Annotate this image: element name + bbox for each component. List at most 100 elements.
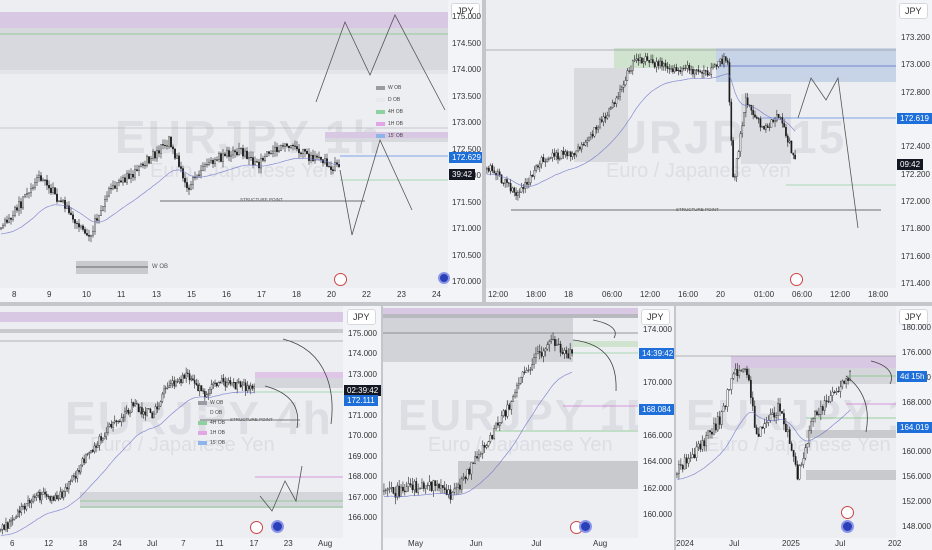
chart-pane-15m[interactable]: EURJPY 15 Euro / Japanese Yen JPY 173.20…	[486, 0, 932, 302]
candle	[68, 480, 70, 490]
candle	[78, 470, 80, 473]
chart-pane-4h[interactable]: EURJPY 4h Euro / Japanese Yen JPY 175.00…	[0, 306, 381, 550]
x-tick-label: 23	[397, 290, 406, 299]
candle	[5, 522, 7, 530]
candle	[537, 165, 539, 168]
time-axis[interactable]	[0, 538, 381, 550]
candle	[32, 496, 34, 502]
price-plot	[383, 308, 638, 505]
candle	[144, 411, 147, 416]
candle	[695, 446, 698, 458]
lightning-icon[interactable]	[841, 506, 854, 519]
candle	[686, 64, 689, 69]
candle	[182, 168, 184, 179]
candle	[657, 61, 660, 66]
time-axis[interactable]	[676, 538, 932, 550]
candle	[59, 491, 62, 499]
candle	[110, 188, 112, 190]
candle	[74, 219, 76, 224]
candle	[717, 60, 720, 67]
candle	[184, 177, 186, 183]
candle	[706, 70, 709, 76]
projection-path-alt	[339, 138, 413, 236]
lightning-icon[interactable]	[790, 273, 803, 286]
x-tick-label: 17	[249, 539, 259, 548]
candle	[40, 175, 42, 181]
candle	[388, 487, 391, 490]
candle	[76, 470, 79, 479]
candle	[45, 494, 48, 497]
candle	[166, 145, 168, 147]
candle	[173, 380, 176, 387]
chart-pane-1w[interactable]: EURJPY 1W Euro / Japanese Yen JPY 180.00…	[676, 306, 932, 550]
candle	[533, 170, 536, 177]
candle	[138, 166, 140, 171]
candle	[719, 58, 722, 62]
candle	[529, 174, 532, 184]
price-axis[interactable]	[896, 0, 932, 288]
candle	[548, 341, 551, 345]
globe-icon[interactable]	[841, 520, 854, 533]
candle	[156, 150, 158, 159]
time-axis[interactable]	[383, 538, 674, 550]
candle	[639, 57, 641, 61]
candle	[392, 487, 395, 494]
candle	[683, 68, 685, 70]
candle	[626, 70, 629, 81]
lightning-icon[interactable]	[250, 521, 263, 534]
candle	[326, 158, 328, 167]
candle	[310, 154, 312, 161]
candle	[743, 112, 745, 126]
x-tick-label: 10	[82, 290, 91, 299]
candle	[18, 201, 20, 211]
weekly-ob	[0, 329, 343, 333]
price-axis[interactable]	[448, 0, 482, 288]
candle	[713, 423, 715, 435]
candle	[234, 382, 237, 390]
currency-label[interactable]: JPY	[641, 309, 670, 325]
globe-icon[interactable]	[438, 272, 450, 284]
candle	[314, 155, 316, 161]
candle	[332, 169, 334, 171]
candle	[153, 413, 155, 418]
legend-swatch	[198, 410, 207, 415]
price-axis[interactable]	[343, 306, 381, 538]
candle	[176, 155, 178, 159]
candle	[796, 464, 799, 480]
candle	[210, 159, 212, 163]
candle	[76, 223, 78, 225]
legend-label: W OB	[210, 400, 224, 406]
currency-label[interactable]: JPY	[347, 309, 376, 325]
candle	[779, 403, 781, 412]
time-axis[interactable]	[486, 288, 932, 302]
1h-order-block	[325, 132, 448, 138]
countdown-tag: 4d 15h	[897, 371, 928, 382]
chart-pane-1h[interactable]: EURJPY 1h Euro / Japanese Yen JPY 175.00…	[0, 0, 482, 302]
candle	[738, 370, 741, 377]
currency-label[interactable]: JPY	[899, 3, 928, 19]
x-tick-label: 11	[117, 290, 126, 299]
candle	[228, 150, 230, 157]
candle	[170, 136, 172, 148]
candle	[710, 67, 713, 75]
candle	[814, 411, 816, 419]
candle	[22, 505, 24, 508]
x-tick-label: 18:00	[526, 290, 547, 299]
globe-icon[interactable]	[579, 520, 592, 533]
globe-icon[interactable]	[271, 520, 284, 533]
currency-label[interactable]: JPY	[451, 3, 480, 19]
candle	[829, 395, 832, 402]
chart-pane-1d[interactable]: EURJPY 1D Euro / Japanese Yen JPY 174.00…	[383, 306, 674, 550]
candle	[73, 475, 75, 477]
candle	[843, 380, 846, 384]
candle	[161, 393, 164, 402]
time-axis[interactable]	[0, 288, 482, 302]
price-axis[interactable]	[638, 306, 674, 538]
candle	[38, 175, 40, 178]
candle	[763, 423, 766, 429]
candle	[124, 411, 126, 418]
lightning-icon[interactable]	[334, 273, 347, 286]
candle	[459, 484, 461, 490]
1h-ob	[255, 372, 343, 378]
currency-label[interactable]: JPY	[899, 309, 928, 325]
